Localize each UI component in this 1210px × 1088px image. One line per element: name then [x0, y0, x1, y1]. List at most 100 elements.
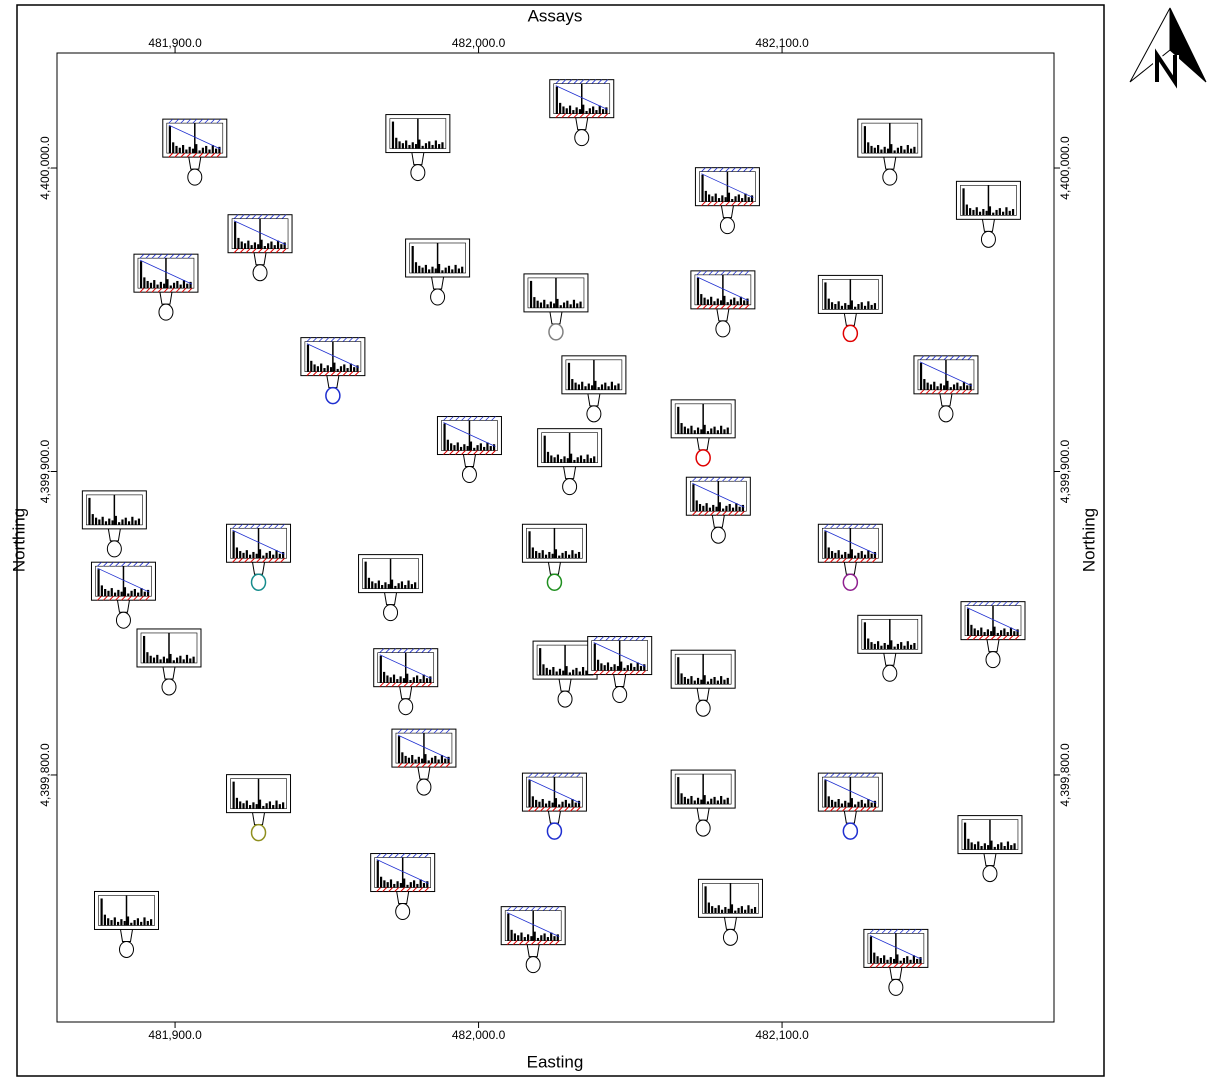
assay-glyph [697, 878, 763, 930]
glyph-bar [623, 667, 626, 671]
glyph-bar [280, 244, 283, 249]
glyph-bar [424, 143, 428, 149]
assay-glyph [670, 399, 736, 451]
glyph-bar [952, 384, 956, 390]
glyph-bar [130, 590, 133, 597]
glyph-bar [680, 673, 683, 685]
glyph-bar [575, 667, 578, 676]
callout [384, 592, 398, 606]
glyph-bar [972, 209, 975, 216]
glyph-bar [558, 668, 562, 676]
glyph-bar [1009, 627, 1013, 636]
glyph-bar [990, 840, 993, 850]
glyph-bar [414, 759, 417, 764]
assay-glyph [370, 853, 436, 905]
glyph-trend [824, 529, 877, 555]
glyph-bar [844, 800, 847, 808]
glyph-bar [540, 935, 543, 941]
glyph-bar [724, 907, 727, 914]
glyph-bar [201, 147, 204, 154]
x-tick-label: 481,900.0 [148, 1028, 202, 1042]
glyph-bar [601, 109, 605, 114]
glyph-bar [134, 520, 137, 525]
glyph-bar [401, 752, 404, 764]
glyph-bar [434, 268, 437, 273]
glyph-bar [443, 423, 446, 451]
glyph-bar [869, 936, 873, 964]
glyph-bar [867, 550, 870, 559]
glyph-bar [110, 588, 113, 597]
glyph-bar [545, 667, 548, 676]
callout [883, 653, 897, 666]
assay-glyph [561, 355, 627, 407]
glyph-bar [586, 454, 589, 463]
glyph-bar [278, 553, 281, 559]
glyph-bar [140, 921, 143, 926]
glyph-bar [726, 427, 729, 434]
glyph-bar [186, 283, 189, 289]
glyph-bar [492, 444, 496, 451]
glyph-bar [607, 386, 610, 390]
glyph-bar [969, 208, 972, 216]
glyph-bar [721, 195, 724, 202]
glyph-hatch-top [506, 906, 560, 911]
marker [106, 540, 122, 558]
glyph-bar [185, 654, 189, 663]
glyph-bar [720, 795, 723, 805]
callout [399, 686, 413, 700]
callout [711, 515, 725, 528]
glyph-bar [267, 243, 270, 249]
callout [396, 891, 410, 905]
glyph-bar [698, 504, 702, 512]
callout [116, 600, 130, 613]
callout [716, 308, 730, 322]
marker [383, 604, 399, 622]
glyph-bar [383, 671, 386, 683]
glyph-bar [562, 106, 565, 114]
glyph-trend [97, 567, 150, 593]
glyph-bar [133, 588, 136, 597]
glyph-bar [353, 367, 356, 372]
glyph-bar [860, 799, 863, 808]
glyph-bar [916, 958, 919, 964]
callout [843, 313, 857, 326]
glyph-bar [249, 805, 252, 809]
glyph-bar [253, 242, 257, 249]
assay-glyph [162, 118, 228, 170]
glyph-bar [613, 664, 616, 671]
glyph-bar [850, 300, 853, 310]
glyph-bar [172, 142, 175, 154]
glyph-bar [329, 367, 333, 372]
glyph-bar [687, 798, 690, 805]
glyph-bar [1000, 842, 1003, 850]
glyph-bar [903, 149, 906, 154]
glyph-bar [421, 267, 424, 273]
glyph-bar [572, 299, 576, 308]
glyph-bar [867, 799, 870, 808]
plot-frame [56, 52, 1055, 1023]
marker [719, 217, 735, 235]
callout [326, 375, 340, 389]
glyph-bar [929, 384, 933, 390]
glyph-bar [980, 846, 983, 850]
assay-glyph [521, 523, 587, 575]
glyph-bar [736, 301, 739, 305]
glyph-trend [376, 859, 429, 884]
glyph-bar [588, 108, 591, 114]
callout [889, 967, 903, 980]
marker [161, 678, 177, 696]
glyph-bar [198, 150, 201, 154]
y-tick-label-right: 4,399,900.0 [1058, 439, 1072, 503]
assay-glyph [857, 614, 923, 666]
glyph-hatch-top [696, 270, 750, 276]
glyph-bar [441, 142, 444, 149]
glyph-hatch [869, 963, 923, 968]
glyph-bar [939, 383, 942, 390]
glyph-bar [214, 148, 218, 154]
glyph-bar [910, 148, 913, 154]
glyph-bar [211, 145, 214, 154]
glyph-bar [188, 146, 191, 154]
glyph-bar [446, 439, 449, 451]
glyph-hatch [701, 201, 754, 207]
glyph-bar [320, 363, 323, 372]
